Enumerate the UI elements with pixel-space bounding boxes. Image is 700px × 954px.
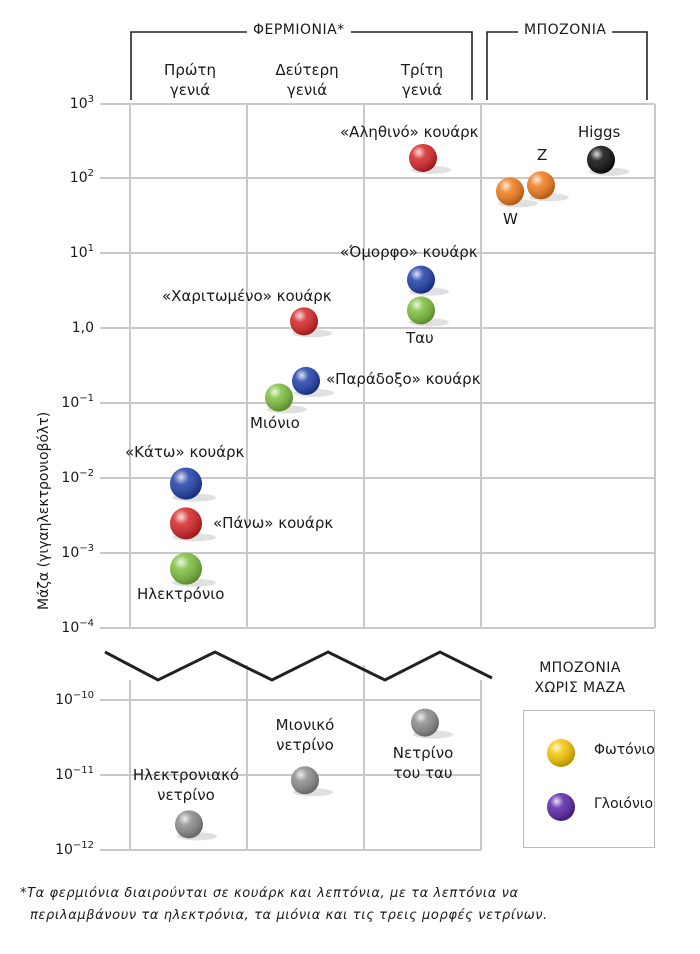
label-bottom-quark: «Όμορφο» κουάρκ xyxy=(340,243,478,261)
massless-line2: ΧΩΡΙΣ ΜΑΖΑ xyxy=(534,680,626,696)
label-w-boson: W xyxy=(503,210,518,228)
legend-gluon-label: Γλοιόνιο xyxy=(594,796,654,812)
footnote-line1: *Τα φερμιόνια διαιρούνται σε κουάρκ και … xyxy=(20,886,519,901)
neutrino-sphere-2-shine xyxy=(411,708,439,737)
massless-bosons-label: ΜΠΟΖΟΝΙΑ ΧΩΡΙΣ ΜΑΖΑ xyxy=(505,658,655,698)
neutrino-sphere-1-shine xyxy=(291,766,319,795)
upper-grid xyxy=(100,103,656,629)
particle-sphere-11-shine xyxy=(587,145,615,174)
lower-grid xyxy=(100,665,482,851)
label-down-quark: «Κάτω» κουάρκ xyxy=(125,443,245,461)
tick-1e1: 101 xyxy=(69,243,94,261)
particle-sphere-1-shine xyxy=(170,507,202,540)
label-strange-quark: «Παράδοξο» κουάρκ xyxy=(326,370,481,388)
y-axis-title: Μάζα (γιγαηλεκτρονιοβόλτ) xyxy=(36,411,52,610)
legend-gluon-shine xyxy=(547,793,575,821)
legend-swatches xyxy=(547,739,575,821)
generation-3-header: Τρίτη γενιά xyxy=(372,60,472,100)
generation-2-line1: Δεύτερη xyxy=(275,61,339,79)
label-tau: Ταυ xyxy=(406,329,434,347)
label-muon-neutrino: Μιονικό νετρίνο xyxy=(250,715,360,755)
muon-neutrino-line1: Μιονικό xyxy=(275,716,335,734)
label-charm-quark: «Χαριτωμένο» κουάρκ xyxy=(162,287,332,305)
particle-sphere-7-shine xyxy=(407,265,435,294)
tick-1e-12: 10−12 xyxy=(55,840,94,858)
neutrino-sphere-0-shine xyxy=(175,810,203,839)
label-top-quark: «Αληθινό» κουάρκ xyxy=(340,123,479,141)
tau-neutrino-line2: του ταυ xyxy=(393,764,453,782)
particle-sphere-6-shine xyxy=(409,143,437,172)
tick-1e0: 1,0 xyxy=(71,320,94,336)
footnote: *Τα φερμιόνια διαιρούνται σε κουάρκ και … xyxy=(20,883,548,927)
generation-1-line2: γενιά xyxy=(169,81,211,99)
generation-2-header: Δεύτερη γενιά xyxy=(252,60,362,100)
label-higgs: Higgs xyxy=(578,123,621,141)
generation-3-line2: γενιά xyxy=(401,81,443,99)
generation-1-header: Πρώτη γενιά xyxy=(140,60,240,100)
axis-break xyxy=(104,650,493,682)
label-electron: Ηλεκτρόνιο xyxy=(137,585,225,603)
tick-1e-3: 10−3 xyxy=(61,543,94,561)
generation-3-line1: Τρίτη xyxy=(400,61,444,79)
tick-1e-2: 10−2 xyxy=(61,468,94,486)
particle-sphere-2-shine xyxy=(170,552,202,585)
particle-sphere-8-shine xyxy=(407,296,435,325)
data-marks xyxy=(170,143,629,841)
generation-2-line2: γενιά xyxy=(286,81,328,99)
label-electron-neutrino: Ηλεκτρονιακό νετρίνο xyxy=(116,765,256,805)
legend-photon-label: Φωτόνιο xyxy=(594,742,655,758)
particle-sphere-5-shine xyxy=(265,383,293,412)
bosons-title: ΜΠΟΖΟΝΙΑ xyxy=(518,22,613,38)
boson-bracket xyxy=(486,31,648,100)
label-z-boson: Z xyxy=(537,146,548,164)
particle-sphere-0-shine xyxy=(170,467,202,500)
label-muon: Μιόνιο xyxy=(250,414,300,432)
tick-1e-1: 10−1 xyxy=(61,393,94,411)
electron-neutrino-line2: νετρίνο xyxy=(157,786,215,804)
fermions-title: ΦΕΡΜΙΟΝΙΑ* xyxy=(247,22,351,38)
generation-1-line1: Πρώτη xyxy=(164,61,216,79)
tick-1e2: 102 xyxy=(69,168,94,186)
tick-1e-11: 10−11 xyxy=(55,765,94,783)
massless-line1: ΜΠΟΖΟΝΙΑ xyxy=(539,660,621,676)
electron-neutrino-line1: Ηλεκτρονιακό xyxy=(132,766,240,784)
legend-photon-shine xyxy=(547,739,575,767)
footnote-line2: περιλαμβάνουν τα ηλεκτρόνια, τα μιόνια κ… xyxy=(30,908,548,923)
tau-neutrino-line1: Νετρίνο xyxy=(392,744,454,762)
particle-sphere-3-shine xyxy=(290,307,318,336)
tick-1e-4: 10−4 xyxy=(61,618,94,636)
label-tau-neutrino: Νετρίνο του ταυ xyxy=(368,743,478,783)
label-up-quark: «Πάνω» κουάρκ xyxy=(213,514,334,532)
legend: Φωτόνιο Γλοιόνιο xyxy=(523,710,655,848)
tick-1e3: 103 xyxy=(69,94,94,112)
muon-neutrino-line2: νετρίνο xyxy=(276,736,334,754)
particle-sphere-9-shine xyxy=(496,177,524,206)
tick-1e-10: 10−10 xyxy=(55,690,94,708)
particle-sphere-10-shine xyxy=(527,171,555,200)
particle-sphere-4-shine xyxy=(292,366,320,395)
